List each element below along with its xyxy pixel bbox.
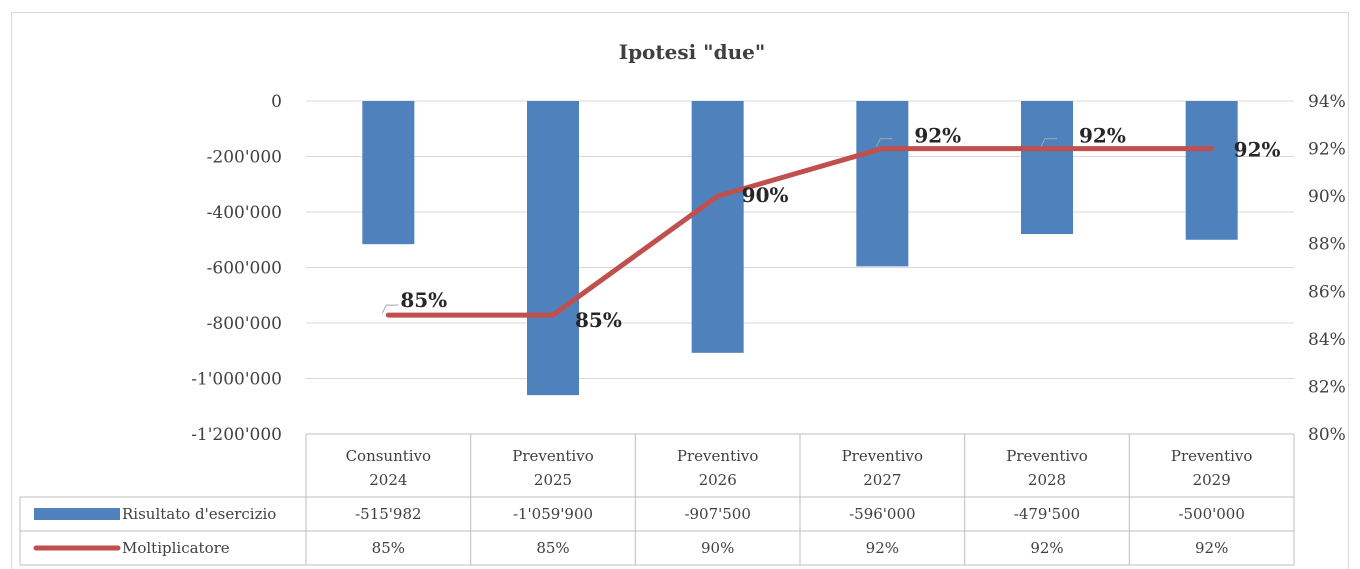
left-tick-label: -1'000'000 xyxy=(191,370,282,390)
right-tick-label: 88% xyxy=(1308,235,1346,255)
table-cell-moltiplicatore: 85% xyxy=(372,539,405,557)
category-label: Preventivo xyxy=(677,447,758,465)
line-data-labels: 85% 85% 90% 92% 92% 92% xyxy=(381,124,1281,332)
line-data-label: 90% xyxy=(742,183,789,207)
table-cell-moltiplicatore: 92% xyxy=(1030,539,1063,557)
bar xyxy=(527,101,579,396)
category-label: Preventivo xyxy=(512,447,593,465)
right-tick-label: 84% xyxy=(1308,330,1346,350)
legend-label-risultato: Risultato d'esercizio xyxy=(122,505,276,523)
category-label: Preventivo xyxy=(1171,447,1252,465)
category-label: Consuntivo xyxy=(346,447,432,465)
category-label: 2024 xyxy=(369,471,407,489)
bar xyxy=(1021,101,1073,235)
series-line xyxy=(385,146,1215,318)
table-cell-risultato: -515'982 xyxy=(355,505,421,523)
category-label: 2028 xyxy=(1028,471,1066,489)
category-label: 2026 xyxy=(699,471,737,489)
chart-title: Ipotesi "due" xyxy=(619,40,766,64)
table-cell-risultato: -1'059'900 xyxy=(513,505,593,523)
table-cell-moltiplicatore: 92% xyxy=(866,539,899,557)
right-tick-label: 90% xyxy=(1308,187,1346,207)
chart-border xyxy=(11,12,1349,569)
left-tick-label: -800'000 xyxy=(207,314,282,334)
category-label: 2029 xyxy=(1193,471,1231,489)
bar xyxy=(856,101,909,267)
category-label: 2025 xyxy=(534,471,572,489)
line-data-label: 92% xyxy=(1234,138,1281,162)
bar xyxy=(1185,101,1238,240)
table-cell-moltiplicatore: 90% xyxy=(701,539,734,557)
left-tick-label: -200'000 xyxy=(207,148,282,168)
line-series-moltiplicatore xyxy=(385,146,1215,318)
label-leader-line xyxy=(381,304,399,314)
left-tick-label: -400'000 xyxy=(207,203,282,223)
table-cell-moltiplicatore: 85% xyxy=(536,539,569,557)
right-tick-label: 86% xyxy=(1308,282,1346,302)
table-cell-risultato: -596'000 xyxy=(849,505,915,523)
right-tick-label: 92% xyxy=(1308,140,1346,160)
left-tick-label: -600'000 xyxy=(207,259,282,279)
line-data-label: 92% xyxy=(914,124,961,148)
bar-series-risultato xyxy=(362,101,1238,396)
gridlines xyxy=(306,100,1294,379)
table-cell-risultato: -907'500 xyxy=(684,505,750,523)
category-label: Preventivo xyxy=(1006,447,1087,465)
table-cell-moltiplicatore: 92% xyxy=(1195,539,1228,557)
left-tick-label: -1'200'000 xyxy=(191,425,282,445)
line-data-label: 85% xyxy=(575,308,622,332)
data-table: Consuntivo 2024 Preventivo 2025 Preventivo 20… xyxy=(19,433,1295,566)
right-axis-ticks: 94% 92% 90% 88% 86% 84% 82% 80% xyxy=(1308,92,1346,445)
right-tick-label: 82% xyxy=(1308,377,1346,397)
line-data-label: 92% xyxy=(1079,124,1126,148)
label-leader-line xyxy=(1040,138,1057,147)
category-label: 2027 xyxy=(863,471,901,489)
legend-label-moltiplicatore: Moltiplicatore xyxy=(122,539,230,557)
left-axis-ticks: 0 -200'000 -400'000 -600'000 -800'000 -1'000'… xyxy=(191,92,282,445)
line-data-label: 85% xyxy=(400,288,447,312)
left-tick-label: 0 xyxy=(271,92,282,112)
category-label: Preventivo xyxy=(842,447,923,465)
bar xyxy=(362,101,415,245)
table-cell-risultato: -479'500 xyxy=(1014,505,1080,523)
right-tick-label: 80% xyxy=(1308,425,1346,445)
bar xyxy=(691,101,744,353)
table-cell-risultato: -500'000 xyxy=(1178,505,1244,523)
label-leader-line xyxy=(875,138,893,147)
right-tick-label: 94% xyxy=(1308,92,1346,112)
legend-key-bar xyxy=(34,508,120,520)
